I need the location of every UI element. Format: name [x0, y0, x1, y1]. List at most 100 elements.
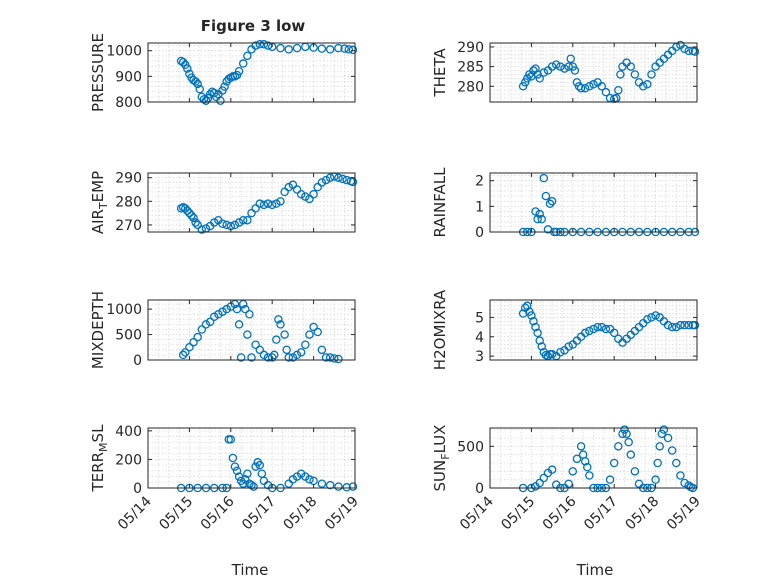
y-tick-label: 2	[475, 174, 484, 190]
data-point	[238, 479, 248, 488]
data-point	[570, 66, 580, 75]
data-point	[191, 77, 200, 86]
data-point	[614, 85, 623, 95]
data-point	[638, 82, 648, 91]
data-point	[259, 40, 269, 49]
data-point	[618, 429, 627, 439]
data-point	[247, 480, 256, 490]
data-point	[270, 350, 279, 360]
data-point	[317, 44, 327, 53]
data-point	[197, 225, 207, 234]
panel-rainfall: 0 1 2 RAINFALL	[431, 167, 700, 241]
data-point	[218, 307, 227, 316]
data-point	[189, 213, 198, 223]
data-point	[539, 473, 549, 483]
data-point	[272, 199, 281, 208]
data-point	[672, 458, 681, 468]
data-point	[321, 175, 331, 185]
data-point	[243, 330, 252, 339]
data-point	[305, 194, 314, 204]
panel-terr_msl: 0 200 400 05/14 05/15 05/16 05/17 05/18 05/19 TER…	[89, 424, 362, 534]
y-tick-label: 500	[115, 328, 142, 344]
data-point	[597, 82, 607, 91]
data-point	[659, 425, 669, 434]
data-point	[325, 45, 335, 54]
data-point	[585, 326, 594, 336]
y-tick-label: 400	[115, 424, 142, 440]
data-point	[684, 481, 693, 490]
data-point	[626, 62, 636, 71]
data-point	[585, 82, 594, 91]
y-tick-label: 0	[475, 225, 484, 241]
data-point	[657, 429, 667, 439]
data-point	[234, 320, 244, 329]
data-point	[218, 219, 227, 228]
data-point	[317, 178, 327, 187]
x-tick-label: 05/18	[281, 494, 321, 534]
y-axis-label: SUNFLUX	[431, 425, 452, 492]
data-point	[684, 320, 693, 330]
data-point	[680, 44, 689, 54]
data-point	[597, 322, 607, 332]
data-point	[178, 350, 188, 360]
data-point	[529, 317, 538, 326]
data-point	[564, 62, 573, 71]
axes-box	[147, 172, 356, 233]
data-point	[247, 208, 256, 218]
data-point	[267, 353, 277, 362]
x-tick-label: 05/17	[581, 494, 621, 534]
data-point	[624, 437, 633, 447]
y-tick-label: 4	[475, 330, 484, 346]
data-point	[531, 322, 540, 332]
data-point	[342, 483, 351, 492]
data-point	[226, 435, 236, 444]
xlabel-right: Time	[576, 561, 614, 579]
data-point	[243, 51, 252, 61]
axes-box	[489, 42, 698, 103]
figure-title: Figure 3 low	[201, 17, 306, 35]
data-point	[663, 433, 673, 443]
data-point	[620, 425, 629, 434]
data-point	[690, 320, 700, 330]
y-tick-label: 290	[115, 171, 142, 187]
data-point	[249, 482, 258, 491]
data-point	[626, 450, 636, 459]
y-tick-label: 3	[475, 349, 484, 365]
data-point	[251, 462, 260, 471]
data-point	[334, 43, 343, 53]
data-point	[197, 325, 207, 334]
data-point	[545, 199, 555, 209]
data-point	[583, 462, 592, 472]
data-point	[181, 204, 190, 213]
data-point	[348, 45, 358, 55]
data-point	[185, 343, 194, 352]
data-point	[276, 320, 285, 329]
y-tick-label: 0	[475, 481, 484, 497]
data-point	[193, 332, 202, 342]
data-point	[680, 478, 689, 488]
data-point	[296, 348, 306, 357]
data-point	[274, 315, 283, 324]
data-point	[589, 80, 598, 89]
y-axis-label: RAINFALL	[431, 167, 449, 238]
y-axis-label: TERRMSL	[89, 424, 110, 493]
data-point	[547, 349, 557, 359]
panel-sun_flux: 0 500 05/14 05/15 05/16 05/17 05/18 05/19 SUNFLU…	[431, 425, 704, 534]
data-point	[676, 471, 685, 480]
data-point	[178, 57, 188, 67]
data-point	[348, 482, 358, 491]
data-point	[259, 350, 269, 360]
data-point	[325, 480, 335, 490]
data-point	[214, 309, 223, 319]
data-point	[317, 479, 327, 488]
data-point	[222, 220, 231, 230]
data-point	[531, 64, 540, 73]
axes-box	[147, 42, 356, 103]
y-tick-label: 5	[475, 310, 484, 326]
data-point	[651, 311, 660, 320]
y-tick-label: 290	[457, 40, 484, 56]
data-point	[263, 41, 273, 50]
data-point	[296, 189, 306, 199]
panel-h2omixra: 3 4 5 H2OMIXRA	[431, 289, 700, 370]
x-tick-label: 05/18	[623, 494, 663, 534]
